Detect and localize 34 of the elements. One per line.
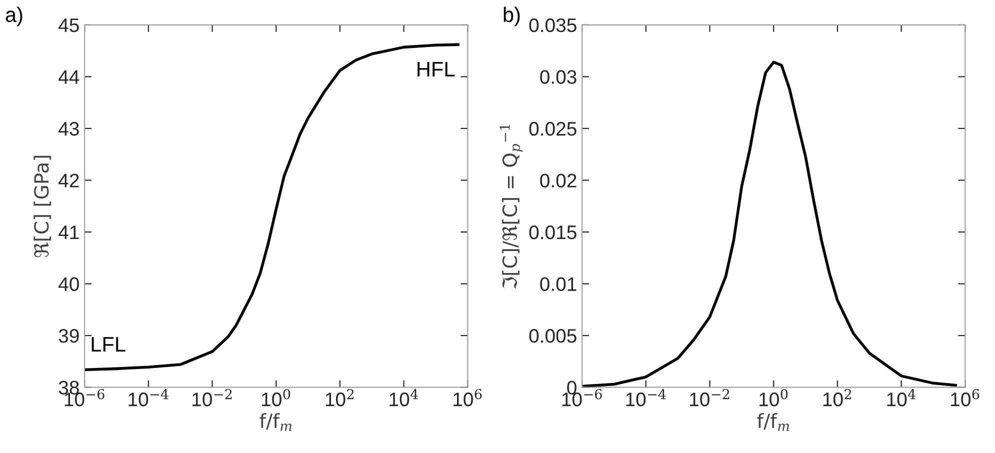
x-tick-label: 10$^{−2}$ [690,388,730,406]
annotation: LFL [92,337,126,352]
y-tick-label: 41 [58,226,79,240]
x-tick-label: 10$^{−4}$ [626,388,666,406]
x-tick-label: 10$^{4}$ [390,388,418,406]
y-tick-label: 42 [58,174,79,188]
y-tick-label: 39 [58,329,79,343]
y-tick-label: 44 [58,70,80,84]
y-tick-label: 0.015 [529,225,576,240]
y-tick-label: 40 [58,277,79,292]
chart-title: a) [6,6,22,26]
y-tick-label: 0.03 [540,70,576,84]
annotation: HFL [418,62,455,76]
y-axis-title: ℑ[C]/ℜ[C] = Q$_{p}$$^{−1}$ [500,124,523,289]
x-tick-label: 10$^{4}$ [887,388,916,406]
x-axis-title: f/f$_{m}$ [757,413,790,431]
x-tick-label: 10$^{0}$ [262,388,290,406]
x-tick-label: 10$^{6}$ [951,388,980,406]
y-axis-title: ℜ[C] [GPa] [34,156,52,258]
chart-title: b) [504,6,520,26]
x-tick-label: 10$^{2}$ [823,388,852,406]
x-tick-label: 10$^{−4}$ [128,388,168,406]
x-tick-label: 10$^{−2}$ [192,388,232,406]
y-tick-label: 0.02 [540,174,576,188]
x-tick-label: 10$^{6}$ [454,388,482,406]
y-tick-label: 0.01 [540,277,576,292]
y-tick-label: 0.025 [529,122,576,136]
x-tick-label: 10$^{2}$ [326,388,354,406]
x-axis-title: f/f$_{m}$ [260,413,292,431]
y-tick-label: 43 [58,122,79,136]
y-tick-label: 45 [58,18,79,32]
y-tick-label: 0.005 [529,329,576,343]
y-tick-label: 0.035 [529,18,576,32]
x-tick-label: 10$^{0}$ [760,388,788,406]
